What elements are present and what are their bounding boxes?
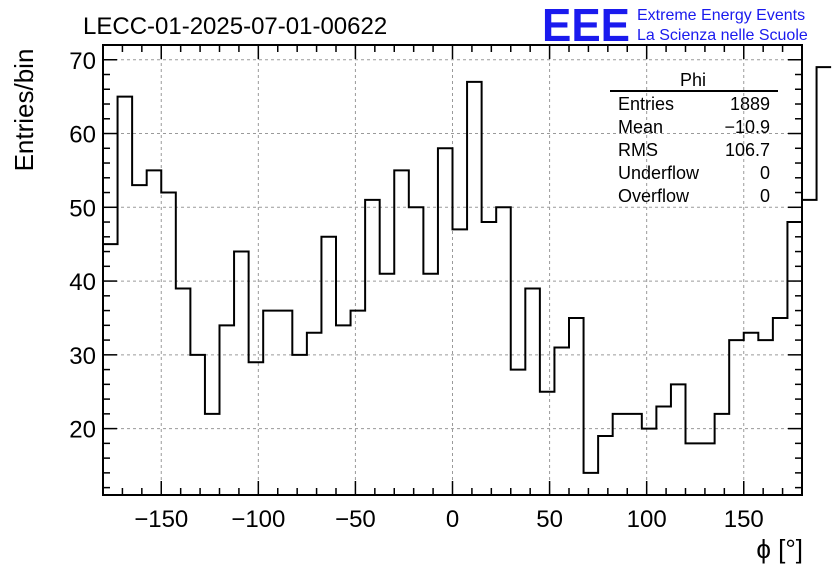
x-tick-label: −150 <box>134 506 188 533</box>
stats-box: Phi Entries 1889 Mean −10.9 RMS 106.7 Underflo… <box>610 70 778 206</box>
y-tick-label: 30 <box>69 343 96 370</box>
stats-label: RMS <box>618 140 658 160</box>
stats-label: Overflow <box>618 186 690 206</box>
stats-title: Phi <box>680 70 706 90</box>
histogram-bin <box>511 370 526 495</box>
y-axis-label: Entries/bin <box>9 49 39 172</box>
logo-line-1: Extreme Energy Events <box>637 7 805 24</box>
histogram-bin <box>817 67 832 495</box>
stats-value: 0 <box>760 163 770 183</box>
histogram-bin <box>307 333 322 495</box>
histogram-bin <box>351 311 366 495</box>
stats-label: Mean <box>618 117 663 137</box>
histogram-bin <box>642 429 657 495</box>
y-tick-labels: 20 30 40 50 60 70 <box>69 48 96 444</box>
x-tick-label: 0 <box>446 506 459 533</box>
x-tick-label: −50 <box>335 506 376 533</box>
histogram-bin <box>671 384 686 495</box>
histogram-bin <box>263 311 278 495</box>
stats-value: 0 <box>760 186 770 206</box>
histogram-bin <box>438 148 453 495</box>
x-tick-label: 150 <box>724 506 764 533</box>
histogram-bin <box>467 82 482 495</box>
histogram-bin <box>584 473 599 495</box>
histogram-bin <box>394 170 409 495</box>
x-tick-label: −100 <box>231 506 285 533</box>
stats-rows: Entries 1889 Mean −10.9 RMS 106.7 Underflow 0 Ov… <box>618 94 770 206</box>
histogram-bin <box>700 443 715 495</box>
histogram-bin <box>802 200 817 495</box>
grid-lines <box>103 45 802 495</box>
histogram-bin <box>132 185 147 495</box>
y-tick-label: 70 <box>69 48 96 75</box>
histogram-bin <box>336 325 351 495</box>
histogram-bin <box>278 311 293 495</box>
histogram-bin <box>773 318 788 495</box>
x-tick-label: 50 <box>536 506 563 533</box>
histogram-bin <box>220 325 235 495</box>
histogram-bin <box>656 406 671 495</box>
histogram-bin <box>744 333 759 495</box>
axis-ticks <box>102 44 803 495</box>
stats-value: −10.9 <box>724 117 770 137</box>
y-tick-label: 20 <box>69 417 96 444</box>
histogram-bin <box>540 392 555 495</box>
histogram-bin <box>380 274 395 495</box>
stats-label: Underflow <box>618 163 700 183</box>
histogram-outline <box>103 66 832 474</box>
histogram-bin <box>409 207 424 495</box>
logo-mark: EEE <box>542 0 630 51</box>
histogram-bin <box>365 200 380 495</box>
histogram-bin <box>598 436 613 495</box>
logo-line-2: La Scienza nelle Scuole <box>637 27 808 44</box>
histogram-bin <box>205 414 220 495</box>
histogram-bin <box>758 340 773 495</box>
histogram-bin <box>715 414 730 495</box>
histogram-bin <box>525 288 540 495</box>
histogram-bin <box>147 170 162 495</box>
histogram-bin <box>423 274 438 495</box>
y-tick-label: 60 <box>69 122 96 149</box>
histogram-bin <box>161 193 176 495</box>
histogram-bin <box>569 318 584 495</box>
histogram-bin <box>190 355 205 495</box>
x-tick-label: 100 <box>627 506 667 533</box>
y-tick-label: 40 <box>69 269 96 296</box>
y-tick-label: 50 <box>69 195 96 222</box>
histogram-bin <box>686 443 701 495</box>
x-tick-labels: −150 −100 −50 0 50 100 150 <box>134 506 764 533</box>
chart-title: LECC-01-2025-07-01-00622 <box>83 13 387 40</box>
histogram-bin <box>292 355 307 495</box>
histogram-bin <box>453 229 468 495</box>
histogram-bin <box>613 414 628 495</box>
stats-value: 106.7 <box>725 140 770 160</box>
histogram-bin <box>496 207 511 495</box>
stats-label: Entries <box>618 94 674 114</box>
histogram-bin <box>729 340 744 495</box>
stats-value: 1889 <box>730 94 770 114</box>
histogram-bin <box>176 288 191 495</box>
histogram-bin <box>234 252 249 495</box>
x-axis-label: ϕ [°] <box>756 534 803 564</box>
histogram-bin <box>787 222 802 495</box>
histogram-bin <box>321 237 336 495</box>
histogram-bin <box>627 414 642 495</box>
histogram-bin <box>554 347 569 495</box>
histogram-bin <box>482 222 497 495</box>
histogram-bin <box>118 97 133 495</box>
